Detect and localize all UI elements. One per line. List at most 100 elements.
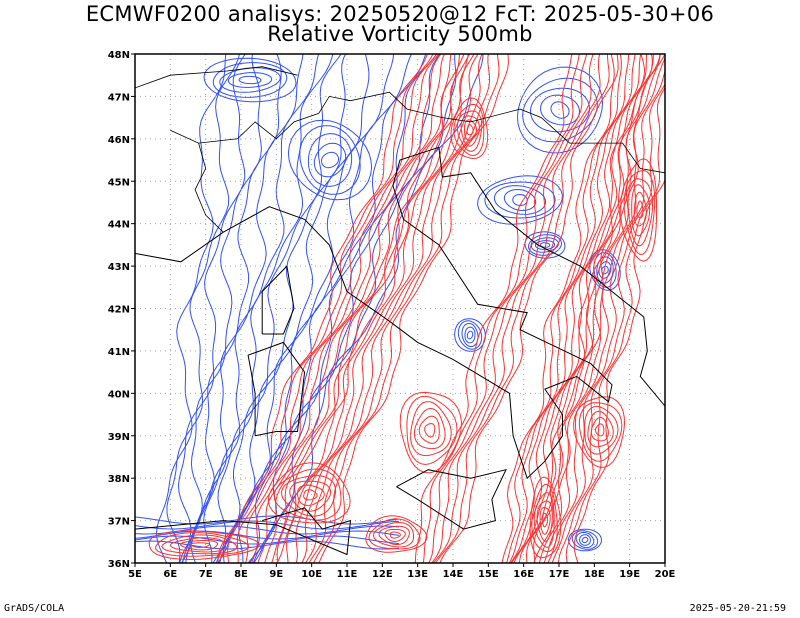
negative-contour xyxy=(464,326,476,344)
positive-contour xyxy=(179,540,219,551)
positive-contour xyxy=(466,124,474,136)
negative-contour xyxy=(454,318,486,352)
positive-contour xyxy=(273,468,342,521)
negative-contour xyxy=(534,240,556,250)
positive-contour xyxy=(276,54,465,563)
positive-contour xyxy=(533,492,555,548)
x-tick-label: 7E xyxy=(199,569,213,580)
coastline-sardinia xyxy=(247,341,306,437)
negative-contour xyxy=(530,237,560,253)
coastline-borders xyxy=(135,66,665,556)
country-border xyxy=(442,108,665,174)
positive-contour xyxy=(501,54,615,563)
positive-contour xyxy=(303,489,318,501)
negative-contour xyxy=(529,87,591,133)
x-tick-label: 10E xyxy=(301,569,322,580)
positive-contour xyxy=(529,476,562,559)
x-tick-label: 17E xyxy=(549,569,570,580)
positive-contour xyxy=(450,97,489,160)
negative-contour xyxy=(184,54,262,563)
positive-contour xyxy=(460,115,480,147)
positive-contour xyxy=(531,483,558,553)
negative-contour xyxy=(238,75,262,85)
positive-contour xyxy=(424,422,436,438)
negative-contour xyxy=(503,188,537,212)
negative-contour xyxy=(135,540,400,550)
positive-contour xyxy=(148,530,260,561)
negative-contour xyxy=(550,101,570,119)
negative-contour xyxy=(203,57,297,103)
positive-contour xyxy=(590,416,609,442)
positive-contour xyxy=(217,54,428,563)
positive-contour xyxy=(304,54,483,563)
y-tick-label: 46N xyxy=(108,135,130,146)
y-tick-label: 39N xyxy=(108,432,130,443)
positive-contour xyxy=(627,178,654,247)
y-tick-label: 41N xyxy=(108,347,130,358)
negative-contour xyxy=(321,151,339,169)
y-tick-label: 43N xyxy=(108,262,130,273)
negative-contour xyxy=(217,54,370,563)
negative-contour xyxy=(581,536,589,544)
positive-contour xyxy=(372,521,415,548)
negative-contour xyxy=(166,54,240,563)
positive-contour xyxy=(539,506,551,535)
positive-contour xyxy=(578,402,623,462)
negative-contour xyxy=(219,54,347,563)
y-tick-label: 36N xyxy=(108,559,130,570)
positive-contour xyxy=(422,54,580,563)
negative-contour xyxy=(222,54,413,563)
chart-title: ECMWF0200 analisys: 20250520@12 FcT: 202… xyxy=(85,2,715,26)
positive-contour xyxy=(623,169,656,256)
positive-contour xyxy=(289,480,332,512)
positive-contour xyxy=(318,54,509,563)
y-tick-label: 44N xyxy=(108,220,130,231)
coastline-balkan xyxy=(438,147,665,407)
coastline-italy xyxy=(223,146,613,480)
positive-contour xyxy=(439,54,619,563)
positive-contour xyxy=(536,500,553,542)
positive-contour xyxy=(547,56,665,563)
positive-contour xyxy=(399,391,463,474)
positive-contour xyxy=(551,68,665,563)
x-tick-label: 15E xyxy=(478,569,499,580)
negative-contour xyxy=(466,330,474,340)
negative-vorticity-contours xyxy=(135,54,621,563)
positive-contour xyxy=(190,542,211,548)
negative-contour xyxy=(524,231,566,259)
y-tick-label: 37N xyxy=(108,517,130,528)
chart-subtitle: Relative Vorticity 500mb xyxy=(267,22,533,46)
positive-contour xyxy=(542,512,549,528)
y-tick-label: 40N xyxy=(108,389,130,400)
positive-contour xyxy=(161,534,238,555)
negative-contour xyxy=(299,125,361,195)
negative-contour xyxy=(203,54,334,563)
y-tick-label: 45N xyxy=(108,177,130,188)
x-axis-ticks: 5E 6E 7E 8E 9E 10E 11E 12E 13E 14E 15E 16E 17E 18E 19E… xyxy=(128,563,676,580)
y-tick-label: 38N xyxy=(108,474,130,485)
negative-contour xyxy=(596,256,614,284)
positive-contour xyxy=(389,531,401,539)
positive-contour xyxy=(508,54,630,563)
y-tick-label: 47N xyxy=(108,92,130,103)
negative-contour xyxy=(313,142,347,178)
y-tick-label: 42N xyxy=(108,305,130,316)
negative-contour xyxy=(567,528,603,552)
negative-contour xyxy=(457,320,483,350)
x-tick-label: 11E xyxy=(337,569,358,580)
positive-contour xyxy=(264,54,452,563)
lat-lon-grid xyxy=(135,54,665,563)
positive-contour xyxy=(594,423,605,437)
negative-contour xyxy=(579,534,591,546)
negative-contour xyxy=(180,54,282,563)
x-tick-label: 20E xyxy=(655,569,676,580)
positive-contour xyxy=(558,83,665,563)
x-tick-label: 9E xyxy=(269,569,283,580)
negative-contour xyxy=(461,323,479,347)
negative-contour xyxy=(135,520,400,530)
negative-contour xyxy=(539,242,551,248)
negative-contour xyxy=(212,54,394,563)
x-tick-label: 18E xyxy=(584,569,605,580)
positive-contour xyxy=(384,529,406,543)
positive-contour xyxy=(587,410,614,448)
